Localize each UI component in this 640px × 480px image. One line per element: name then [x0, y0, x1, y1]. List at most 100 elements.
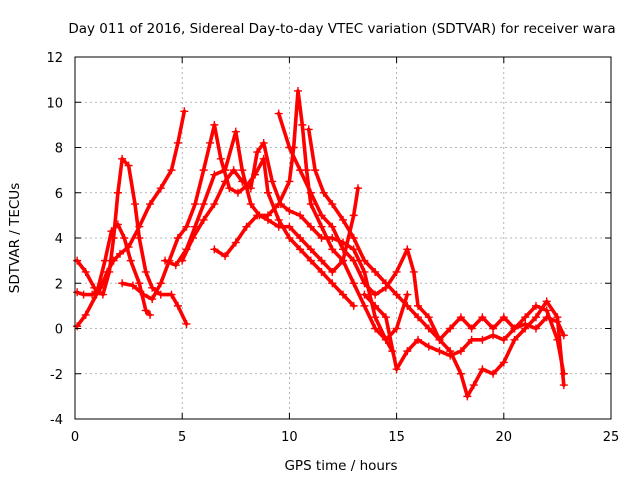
data-point-marker	[339, 215, 347, 224]
x-tick-label: 10	[281, 430, 298, 445]
data-point-marker	[285, 177, 294, 186]
data-point-marker	[456, 313, 465, 322]
series-arc-7	[210, 86, 412, 344]
x-tick-label: 0	[71, 430, 79, 445]
data-point-marker	[210, 200, 219, 209]
data-point-marker	[317, 222, 326, 231]
series-line	[75, 109, 187, 297]
data-point-marker	[167, 290, 176, 299]
data-point-marker	[206, 138, 215, 147]
data-point-marker	[296, 245, 305, 254]
data-point-marker	[120, 234, 129, 242]
data-point-marker	[285, 234, 294, 242]
data-point-marker	[392, 365, 401, 374]
series-arc-1	[73, 154, 191, 328]
data-point-marker	[231, 238, 240, 247]
data-point-marker	[141, 267, 150, 276]
data-point-marker	[499, 313, 508, 322]
data-point-marker	[306, 222, 315, 231]
data-point-marker	[489, 369, 498, 378]
data-point-marker	[306, 245, 315, 254]
data-point-marker	[424, 324, 433, 333]
series-line	[306, 127, 566, 342]
data-point-marker	[467, 324, 476, 333]
y-tick-label: 0	[55, 323, 63, 338]
data-point-marker	[259, 138, 268, 147]
data-point-marker	[81, 310, 90, 319]
series-line	[212, 89, 410, 342]
data-point-marker	[156, 184, 165, 193]
data-point-marker	[124, 161, 133, 170]
data-point-marker	[392, 324, 401, 333]
data-point-marker	[180, 107, 189, 116]
data-point-marker	[246, 200, 255, 209]
x-tick-label: 15	[388, 430, 405, 445]
data-point-marker	[210, 170, 219, 179]
y-tick-label: 2	[55, 277, 63, 292]
data-point-marker	[328, 267, 337, 276]
data-point-marker	[469, 381, 478, 390]
data-point-marker	[446, 324, 455, 333]
data-point-marker	[118, 154, 127, 163]
data-point-marker	[510, 324, 519, 333]
data-point-marker	[199, 215, 208, 224]
data-point-marker	[414, 301, 423, 310]
data-point-marker	[339, 256, 347, 265]
data-point-marker	[263, 188, 272, 197]
data-point-marker	[531, 301, 540, 310]
data-point-marker	[79, 290, 88, 299]
data-point-marker	[113, 220, 122, 229]
data-point-marker	[403, 301, 412, 310]
data-point-marker	[478, 365, 487, 374]
data-point-marker	[349, 234, 358, 242]
data-point-marker	[456, 369, 465, 378]
data-point-marker	[253, 211, 262, 220]
data-point-marker	[225, 184, 234, 193]
data-point-marker	[274, 109, 283, 118]
data-point-marker	[188, 234, 197, 242]
data-point-marker	[221, 177, 230, 186]
data-point-marker	[328, 200, 337, 209]
data-point-marker	[371, 313, 380, 322]
data-point-marker	[148, 283, 157, 292]
data-point-marker	[354, 184, 363, 193]
data-point-marker	[521, 319, 530, 328]
series-arc-8	[274, 109, 568, 401]
data-point-marker	[403, 290, 412, 299]
data-point-marker	[403, 347, 412, 356]
data-point-marker	[135, 222, 144, 231]
data-point-marker	[499, 335, 508, 344]
data-point-marker	[317, 256, 326, 265]
data-point-marker	[116, 249, 125, 258]
data-point-marker	[435, 335, 444, 344]
data-point-marker	[317, 267, 326, 276]
data-point-marker	[139, 290, 148, 299]
data-point-marker	[182, 222, 191, 231]
y-tick-label: 12	[46, 51, 63, 66]
data-point-marker	[148, 295, 157, 304]
data-point-marker	[371, 290, 380, 299]
data-point-marker	[167, 166, 176, 175]
data-point-marker	[371, 267, 380, 276]
data-point-marker	[371, 301, 380, 310]
data-point-marker	[328, 234, 337, 242]
data-point-marker	[229, 166, 238, 175]
data-point-marker	[559, 331, 568, 340]
data-point-marker	[349, 256, 358, 265]
data-point-marker	[113, 188, 122, 197]
data-point-marker	[92, 290, 101, 299]
data-point-marker	[274, 215, 283, 224]
data-point-marker	[231, 127, 240, 136]
data-point-marker	[467, 335, 476, 344]
data-point-marker	[542, 306, 551, 315]
data-point-marker	[131, 200, 140, 209]
data-point-marker	[531, 313, 540, 322]
data-point-marker	[126, 256, 135, 265]
data-point-marker	[210, 120, 219, 129]
data-point-marker	[156, 290, 165, 299]
data-point-marker	[424, 342, 433, 351]
data-point-marker	[103, 267, 112, 276]
series-line	[276, 111, 566, 399]
data-point-marker	[199, 166, 208, 175]
